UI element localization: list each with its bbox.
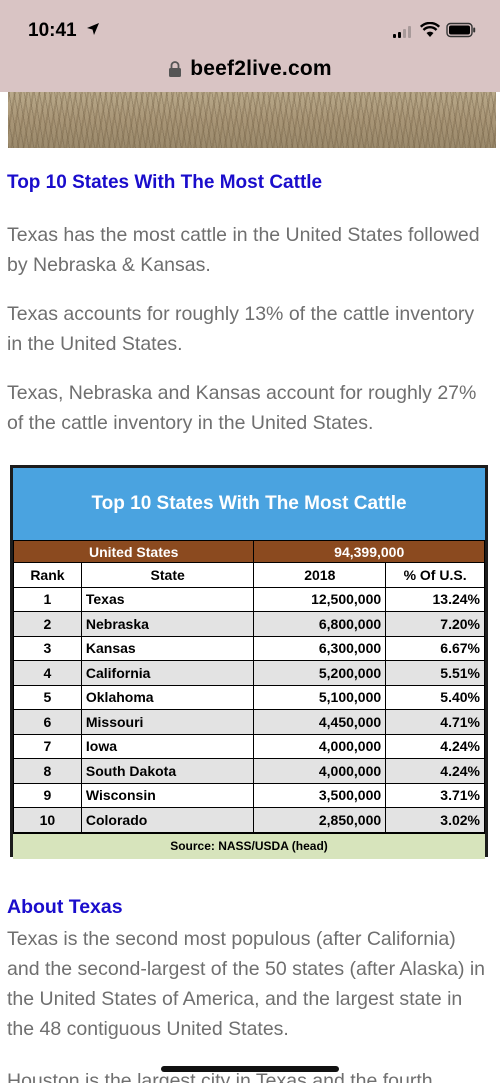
header-pct: % Of U.S.: [385, 562, 485, 588]
cell-pct: 6.67%: [385, 635, 485, 661]
cell-pct: 5.40%: [385, 684, 485, 710]
cell-state: Kansas: [80, 635, 255, 661]
url-text: beef2live.com: [190, 57, 332, 80]
about-texas-heading-link[interactable]: About Texas: [7, 896, 123, 918]
cell-state: Missouri: [80, 709, 255, 735]
browser-chrome: 10:41 beef2live.com: [0, 0, 500, 92]
table-header-row: Rank State 2018 % Of U.S.: [13, 562, 485, 588]
cell-rank: 5: [13, 684, 82, 710]
table-row: 1 Texas 12,500,000 13.24%: [13, 586, 485, 612]
cell-pct: 4.24%: [385, 758, 485, 784]
table-source: Source: NASS/USDA (head): [13, 832, 485, 859]
table-row: 9 Wisconsin 3,500,000 3.71%: [13, 782, 485, 808]
cell-value: 5,200,000: [253, 660, 387, 686]
header-year: 2018: [253, 562, 387, 588]
article-paragraph-partial: Houston is the largest city in Texas and…: [7, 1070, 433, 1083]
cell-pct: 4.71%: [385, 709, 485, 735]
cell-state: California: [80, 660, 255, 686]
article-paragraph: Texas, Nebraska and Kansas account for r…: [7, 382, 477, 434]
cattle-table: United States 94,399,000 Rank State 2018…: [12, 540, 485, 833]
cell-pct: 3.71%: [385, 782, 485, 808]
cell-rank: 1: [13, 586, 82, 612]
cell-value: 6,300,000: [253, 635, 387, 661]
header-rank: Rank: [13, 562, 82, 588]
table-row: 3 Kansas 6,300,000 6.67%: [13, 635, 485, 661]
cattle-table-image: Top 10 States With The Most Cattle Unite…: [10, 465, 488, 859]
cell-pct: 7.20%: [385, 611, 485, 637]
cell-state: Texas: [80, 586, 255, 612]
location-arrow-icon: [87, 23, 99, 35]
cell-rank: 8: [13, 758, 82, 784]
table-row: 2 Nebraska 6,800,000 7.20%: [13, 611, 485, 637]
cell-value: 2,850,000: [253, 807, 387, 833]
article-paragraph: Texas is the second most populous (after…: [7, 928, 486, 1040]
table-row: 7 Iowa 4,000,000 4.24%: [13, 733, 485, 759]
cell-value: 12,500,000: [253, 586, 387, 612]
address-bar[interactable]: beef2live.com: [0, 52, 500, 86]
cell-rank: 10: [13, 807, 82, 833]
article-paragraph: Texas accounts for roughly 13% of the ca…: [7, 303, 475, 355]
cell-pct: 5.51%: [385, 660, 485, 686]
table-row: 6 Missouri 4,450,000 4.71%: [13, 709, 485, 735]
table-row: 10 Colorado 2,850,000 3.02%: [13, 807, 485, 833]
table-total-row: United States 94,399,000: [12, 540, 485, 563]
battery-icon: [446, 22, 476, 38]
table-banner: Top 10 States With The Most Cattle: [13, 468, 485, 540]
cell-value: 5,100,000: [253, 684, 387, 710]
total-label: United States: [12, 540, 255, 563]
cell-value: 3,500,000: [253, 782, 387, 808]
home-indicator[interactable]: [161, 1066, 339, 1072]
cell-rank: 4: [13, 660, 82, 686]
cellular-signal-icon: [393, 26, 413, 38]
cell-state: South Dakota: [80, 758, 255, 784]
cell-state: Oklahoma: [80, 684, 255, 710]
article-paragraph: Texas has the most cattle in the United …: [7, 224, 480, 276]
cell-state: Iowa: [80, 733, 255, 759]
cell-rank: 7: [13, 733, 82, 759]
cell-pct: 3.02%: [385, 807, 485, 833]
cell-rank: 9: [13, 782, 82, 808]
status-time: 10:41: [28, 20, 77, 41]
wifi-icon: [420, 22, 440, 37]
header-state: State: [80, 562, 255, 588]
table-row: 4 California 5,200,000 5.51%: [13, 660, 485, 686]
cell-rank: 3: [13, 635, 82, 661]
table-title: Top 10 States With The Most Cattle: [91, 493, 407, 514]
cell-pct: 4.24%: [385, 733, 485, 759]
cell-rank: 6: [13, 709, 82, 735]
cell-value: 4,000,000: [253, 733, 387, 759]
lock-icon: [169, 61, 182, 77]
cell-rank: 2: [13, 611, 82, 637]
cell-pct: 13.24%: [385, 586, 485, 612]
table-row: 8 South Dakota 4,000,000 4.24%: [13, 758, 485, 784]
cell-state: Nebraska: [80, 611, 255, 637]
cell-value: 6,800,000: [253, 611, 387, 637]
article-heading-link[interactable]: Top 10 States With The Most Cattle: [7, 172, 323, 193]
cell-value: 4,000,000: [253, 758, 387, 784]
cell-value: 4,450,000: [253, 709, 387, 735]
cell-state: Colorado: [80, 807, 255, 833]
hero-image-grassland: [8, 92, 496, 148]
total-value: 94,399,000: [253, 540, 485, 563]
cell-state: Wisconsin: [80, 782, 255, 808]
table-row: 5 Oklahoma 5,100,000 5.40%: [13, 684, 485, 710]
